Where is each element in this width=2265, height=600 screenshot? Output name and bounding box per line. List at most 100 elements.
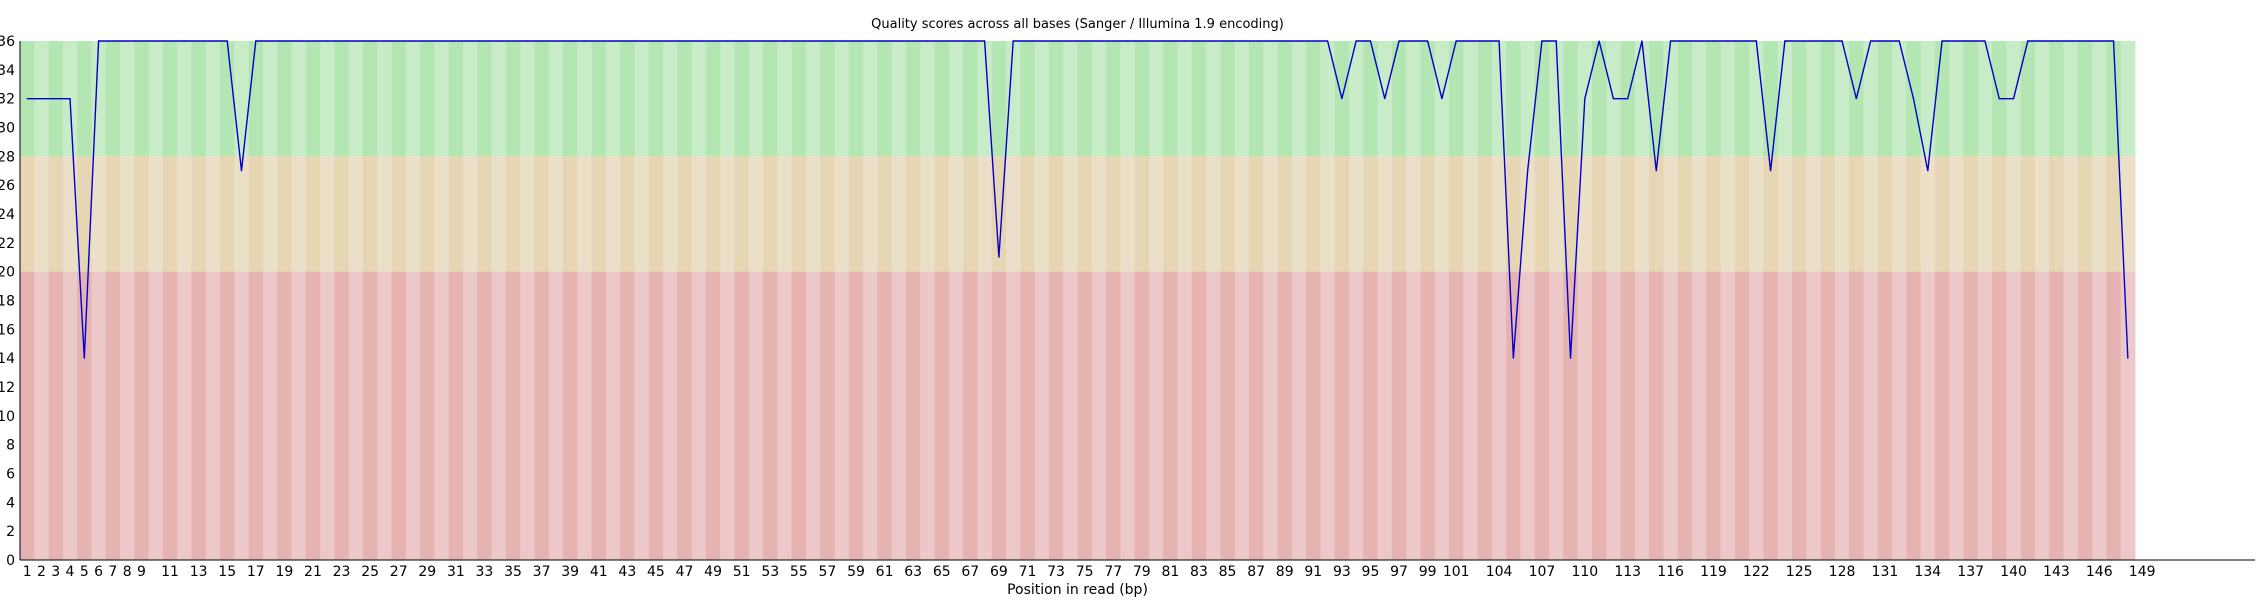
x-axis-title: Position in read (bp) <box>1007 582 1148 598</box>
zone-reasonable-stripe <box>963 156 978 272</box>
zone-reasonable-stripe <box>605 156 621 272</box>
zone-reasonable-stripe <box>863 156 878 272</box>
zone-good-stripe <box>1248 41 1264 157</box>
data-point <box>626 40 628 42</box>
zone-poor-stripe <box>2063 271 2079 560</box>
x-tick-label: 39 <box>561 564 579 580</box>
zone-reasonable-stripe <box>705 156 721 272</box>
zone-reasonable-stripe <box>1877 156 1893 272</box>
zone-poor-stripe <box>477 271 492 560</box>
zone-good-stripe <box>763 41 778 157</box>
zone-reasonable-stripe <box>305 156 321 272</box>
x-tick-label: 23 <box>333 564 351 580</box>
zone-reasonable-stripe <box>1449 156 1464 272</box>
zone-good-stripe <box>1820 41 1836 157</box>
data-point <box>483 40 486 42</box>
zone-reasonable-stripe <box>162 156 178 272</box>
data-point <box>1941 40 1943 42</box>
data-point <box>841 40 843 42</box>
zone-poor-stripe <box>1606 271 1621 560</box>
zone-reasonable-stripe <box>2106 156 2122 272</box>
zone-good-stripe <box>1048 41 1064 157</box>
zone-reasonable-stripe <box>62 156 78 272</box>
zone-good-stripe <box>877 41 893 157</box>
x-tick-label: 6 <box>94 564 103 580</box>
y-tick-label: 24 <box>0 207 15 223</box>
zone-good-stripe <box>1806 41 1822 157</box>
zone-poor-stripe <box>1148 271 1164 560</box>
zone-poor-stripe <box>1591 271 1607 560</box>
zone-reasonable-stripe <box>177 156 192 272</box>
data-point <box>1612 98 1614 100</box>
zone-poor-stripe <box>1077 271 1093 560</box>
zone-poor-stripe <box>1234 271 1250 560</box>
y-tick-label: 14 <box>0 351 15 367</box>
data-point <box>898 40 900 42</box>
y-tick-label: 10 <box>0 409 15 425</box>
zone-poor-stripe <box>148 271 164 560</box>
data-point <box>798 40 800 42</box>
zone-good-stripe <box>1892 41 1907 157</box>
zone-poor-stripe <box>1206 271 1221 560</box>
zone-poor-stripe <box>1191 271 1207 560</box>
zone-reasonable-stripe <box>1806 156 1822 272</box>
x-tick-label: 53 <box>761 564 779 580</box>
zone-good-stripe <box>2092 41 2107 157</box>
zone-poor-stripe <box>1463 271 1479 560</box>
zone-reasonable-stripe <box>1749 156 1764 272</box>
data-point <box>126 40 128 42</box>
zone-reasonable-stripe <box>248 156 264 272</box>
zone-good-stripe <box>420 41 435 157</box>
x-tick-label: 47 <box>676 564 694 580</box>
zone-reasonable-stripe <box>1277 156 1293 272</box>
zone-good-stripe <box>2034 41 2050 157</box>
data-point <box>1998 98 2000 100</box>
zone-good-stripe <box>191 41 207 157</box>
zone-poor-stripe <box>1792 271 1807 560</box>
zone-reasonable-stripe <box>1091 156 1107 272</box>
x-tick-label: 5 <box>80 564 89 580</box>
zone-poor-stripe <box>1034 271 1050 560</box>
data-point <box>26 98 28 100</box>
data-point <box>1598 40 1600 42</box>
x-tick-label: 11 <box>161 564 179 580</box>
zone-good-stripe <box>1977 41 1993 157</box>
data-point <box>1584 98 1586 100</box>
zone-poor-stripe <box>1163 271 1178 560</box>
zone-poor-stripe <box>634 271 650 560</box>
x-tick-label: 119 <box>1700 564 1727 580</box>
zone-good-stripe <box>320 41 335 157</box>
data-point <box>226 40 228 42</box>
x-tick-label: 97 <box>1390 564 1408 580</box>
x-tick-labels: 1 2 3 4 5 6 7 8 9 11 13 15 17 19 21 23 25 27 29 31 33 35 37 39 4… <box>23 564 2156 580</box>
zone-poor-stripe <box>1520 271 1536 560</box>
zone-poor-stripe <box>520 271 535 560</box>
data-point <box>269 40 271 42</box>
x-tick-label: 87 <box>1247 564 1265 580</box>
zone-poor-stripe <box>62 271 78 560</box>
zone-reasonable-stripe <box>1934 156 1950 272</box>
zone-poor-stripe <box>877 271 893 560</box>
zone-reasonable-stripe <box>1420 156 1436 272</box>
x-tick-label: 29 <box>418 564 436 580</box>
zone-good-stripe <box>1191 41 1207 157</box>
data-point <box>169 40 171 42</box>
zone-poor-stripe <box>1620 271 1636 560</box>
zone-reasonable-stripe <box>1391 156 1407 272</box>
quality-zones <box>20 41 2136 560</box>
x-tick-label: 37 <box>533 564 551 580</box>
data-point <box>183 40 185 42</box>
zone-reasonable-stripe <box>1334 156 1350 272</box>
zone-reasonable-stripe <box>991 156 1007 272</box>
zone-reasonable-stripe <box>920 156 935 272</box>
data-point <box>1641 40 1643 42</box>
zone-good-stripe <box>1591 41 1607 157</box>
data-point <box>1741 40 1743 42</box>
zone-poor-stripe <box>1220 271 1236 560</box>
data-point <box>1927 170 1929 172</box>
y-tick-label: 30 <box>0 121 15 137</box>
zone-reasonable-stripe <box>1677 156 1693 272</box>
zone-good-stripe <box>334 41 350 157</box>
data-point <box>1669 40 1672 42</box>
y-tick-label: 26 <box>0 178 15 194</box>
